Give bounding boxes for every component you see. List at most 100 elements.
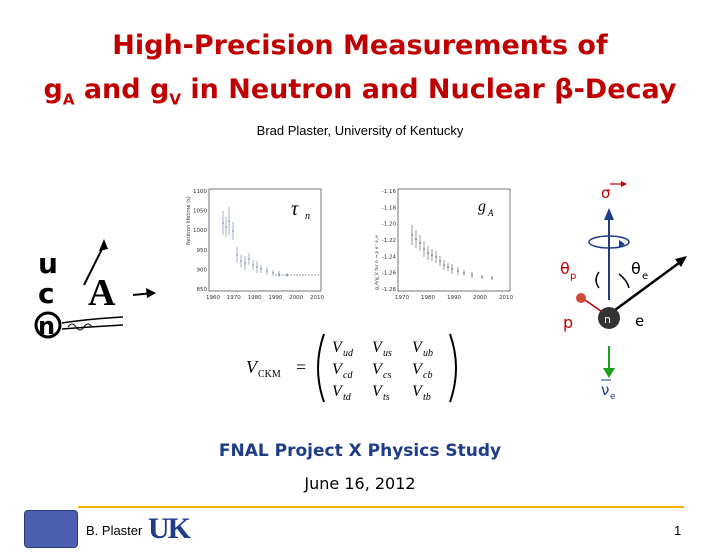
data-point: [240, 260, 242, 262]
xtick-label: 1990: [268, 295, 282, 301]
title-sub-a: A: [62, 90, 75, 109]
ckm-cell-v: V: [412, 383, 424, 400]
neutron-ball: [598, 307, 620, 329]
tau-label-sub: n: [305, 211, 310, 222]
ga-ylabel: g_A/g_V for n → p e⁻ ν̄_e: [374, 235, 380, 290]
data-point: [481, 276, 483, 278]
data-point: [451, 268, 453, 270]
ytick-label: -1.24: [382, 254, 397, 260]
ytick-label: -1.22: [382, 238, 396, 244]
date: June 16, 2012: [304, 474, 416, 493]
ckm-lhs: V: [246, 357, 259, 377]
ytick-label: 850: [197, 287, 208, 293]
data-point: [415, 238, 417, 240]
ckm-cell-v: V: [372, 361, 384, 378]
data-point: [463, 272, 465, 274]
neutrino-label: ν: [601, 381, 609, 399]
theta-e-sub: e: [642, 271, 648, 282]
ytick-label: 1100: [193, 189, 207, 195]
uk-logo: UK: [148, 512, 191, 545]
ckm-cell-sub: td: [343, 392, 352, 403]
tau-yticks: 1100 1050 1000 950 900 850: [193, 189, 207, 293]
ucna-logo: u c n A: [34, 239, 156, 340]
xtick-label: 1970: [227, 295, 241, 301]
proton-label: p: [563, 313, 573, 332]
data-point: [431, 254, 433, 256]
data-point: [236, 254, 238, 256]
xtick-label: 1980: [421, 295, 435, 301]
ckm-cell-sub: cb: [423, 370, 432, 381]
data-point: [222, 222, 224, 224]
ucna-n: n: [38, 312, 55, 340]
data-point: [228, 220, 230, 222]
xtick-label: 1970: [395, 295, 409, 301]
decay-diagram: σ θ p θ e n p e ν e: [560, 181, 687, 402]
neutron-lifetime-plot: Neutron lifetime (s) 1100 1050 1000 950 900 8…: [186, 188, 324, 301]
data-point: [232, 230, 234, 232]
tau-label: τ: [291, 198, 299, 220]
ucna-tracks: [61, 316, 124, 330]
data-point: [491, 277, 493, 279]
data-point: [252, 264, 254, 266]
ga-xticks: 1970 1980 1990 2000 2010: [395, 295, 513, 301]
ckm-cell-v: V: [332, 383, 344, 400]
ga-label-sub: A: [487, 208, 494, 218]
footer-name: B. Plaster: [86, 523, 143, 538]
ga-plot: g_A/g_V for n → p e⁻ ν̄_e -1.16 -1.18 -1.2…: [374, 188, 513, 301]
footer-divider: [78, 506, 684, 508]
ga-yticks: -1.16 -1.18 -1.20 -1.22 -1.24 -1.26 -1.28: [382, 189, 397, 293]
slide-title-line1: High-Precision Measurements of: [112, 30, 608, 61]
ckm-eq: =: [296, 357, 306, 377]
neutrino-sub: e: [610, 392, 616, 402]
ckm-cell-sub: cs: [383, 370, 391, 381]
xtick-label: 2010: [310, 295, 324, 301]
theta-p-label: θ: [560, 259, 570, 278]
data-point: [244, 262, 246, 264]
ucna-u: u: [38, 247, 58, 280]
page-number: 1: [674, 523, 682, 538]
xtick-label: 1990: [447, 295, 461, 301]
title-sub-v: V: [169, 90, 181, 109]
ytick-label: -1.18: [382, 205, 397, 211]
ga-label: g: [478, 198, 486, 215]
ckm-cell-v: V: [372, 339, 384, 356]
ckm-cell-v: V: [372, 383, 384, 400]
ucna-c: c: [38, 277, 55, 310]
data-point: [471, 274, 473, 276]
xtick-label: 2010: [499, 295, 513, 301]
theta-e-label: θ: [631, 259, 641, 278]
ytick-label: 900: [197, 267, 208, 273]
tau-ylabel: Neutron lifetime (s): [186, 196, 192, 245]
sigma-label: σ: [601, 184, 611, 202]
data-point: [427, 252, 429, 254]
data-point: [423, 248, 425, 250]
ckm-cell-sub: cd: [343, 370, 353, 381]
ckm-cell-v: V: [332, 361, 344, 378]
title-g: g: [43, 74, 63, 105]
xtick-label: 2000: [289, 295, 303, 301]
proton-ball: [576, 293, 586, 303]
data-point: [411, 234, 413, 236]
data-point: [419, 242, 421, 244]
ckm-cell-sub: ts: [383, 392, 390, 403]
ytick-label: 950: [197, 248, 208, 254]
spin-ellipse: [588, 235, 630, 249]
ckm-lhs-sub: CKM: [258, 369, 281, 380]
data-point: [225, 226, 227, 228]
data-point: [272, 272, 274, 274]
neutron-label: n: [604, 313, 611, 326]
xtick-label: 1980: [248, 295, 262, 301]
ckm-cell-v: V: [412, 361, 424, 378]
data-point: [435, 256, 437, 258]
ckm-left-paren: [317, 333, 325, 403]
ytick-label: -1.28: [382, 287, 397, 293]
ckm-cell-v: V: [412, 339, 424, 356]
ckm-cell-v: V: [332, 339, 344, 356]
data-point: [439, 260, 441, 262]
ytick-label: -1.26: [382, 271, 397, 277]
ckm-cell-sub: ub: [423, 348, 433, 359]
ga-points: [411, 225, 493, 280]
xtick-label: 2000: [473, 295, 487, 301]
